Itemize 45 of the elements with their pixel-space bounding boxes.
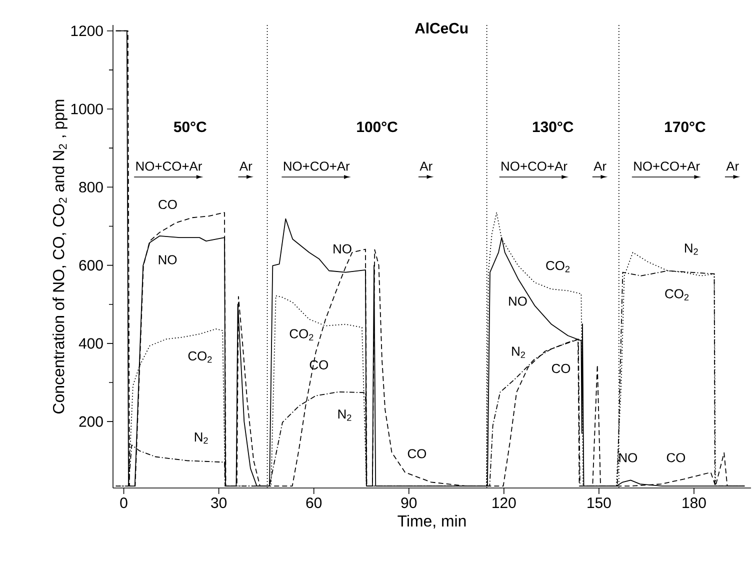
text: NO [619,453,638,462]
x-tick-label: 180 [682,498,706,508]
annotation: NO+CO+Ar [284,162,350,171]
x-tick-label: 30 [211,498,227,508]
x-tick-label: 0 [120,498,128,508]
text: N$_{2}$ [338,410,352,421]
annotation: 130°C [532,122,574,132]
chart-title: AlCeCu [414,22,468,34]
annotation: Ar [239,162,252,171]
text: CO [158,200,177,210]
series-label: NO [509,296,527,306]
annotation: Ar [726,162,739,171]
text: CO [552,364,570,374]
y-tick-label: 800 [79,182,103,192]
text: CO$_{2}$ [665,289,689,300]
annotation: NO+CO+Ar [136,162,202,171]
y-tick-label: 200 [79,416,103,427]
text: CO$_{2}$ [188,351,212,363]
text: N$_{2}$ [684,244,698,255]
annotation: 170°C [665,122,706,132]
annotation: 100°C [357,122,398,132]
text: NO [334,244,352,254]
x-axis-title: Time, min [398,514,466,529]
x-tick-label: 60 [306,498,322,508]
series-label: N$_{2}$ [512,346,525,358]
annotation: Ar [594,162,606,171]
series-label: CO$_{2}$ [290,329,314,340]
y-tick-label: 1000 [71,104,103,114]
x-tick-label: 150 [588,498,611,508]
text: NO [158,255,177,264]
annotation: NO+CO+Ar [502,162,568,171]
annotation: 50°C [174,122,206,132]
annotation: NO+CO+Ar [634,162,700,171]
text: CO [666,453,686,462]
x-tick-label: 120 [492,498,516,508]
annotation: Ar [420,162,432,171]
text: CO$_{2}$ [546,260,570,272]
x-tick-label: 90 [401,498,417,508]
y-tick-label: 600 [79,260,103,271]
y-tick-label: 1200 [71,26,103,36]
text: CO [408,449,426,458]
y-tick-label: 400 [78,338,103,349]
series-label: CO [310,360,328,370]
text: N$_{2}$ [194,432,208,444]
y-axis-title: Concentration of NO, CO, CO$_{2}$ and N$_{2}$ , ppm [52,100,68,414]
